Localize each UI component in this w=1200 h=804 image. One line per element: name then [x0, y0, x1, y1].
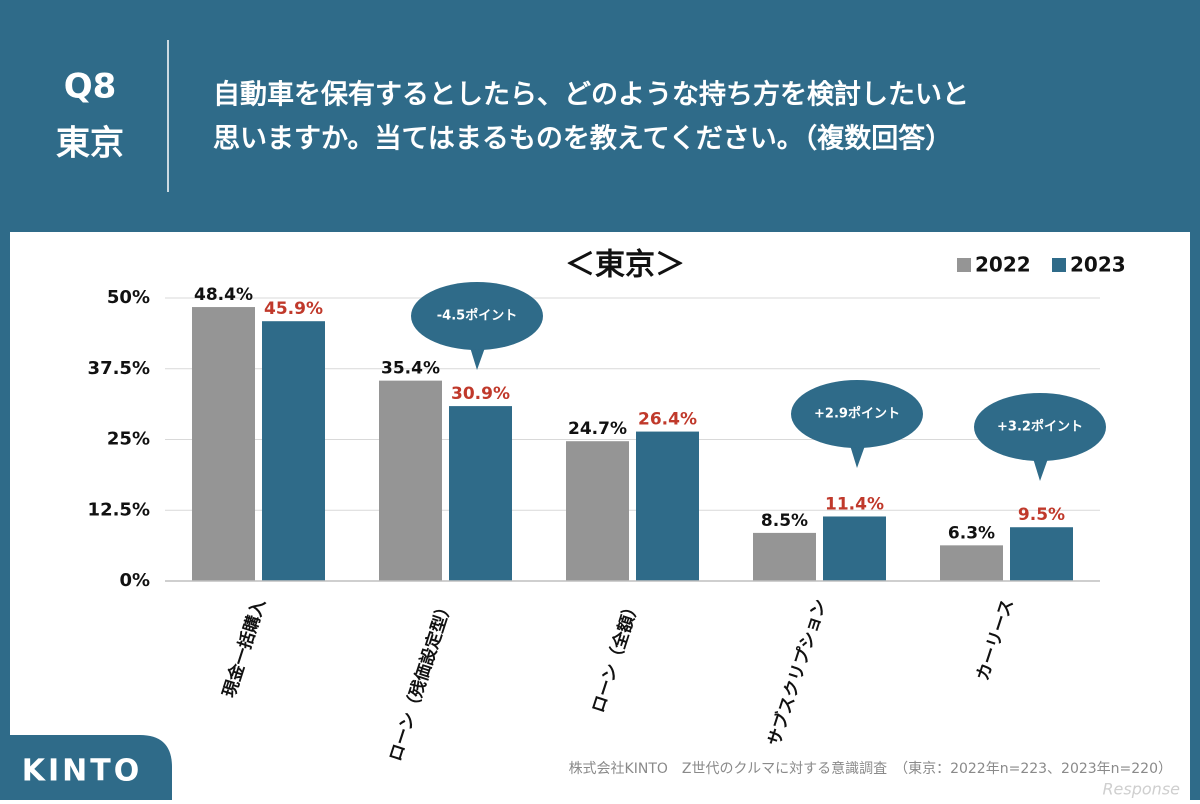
- value-label: 45.9%: [264, 299, 323, 319]
- y-tick-label: 12.5%: [88, 499, 150, 520]
- annotation-bubble: [411, 282, 543, 350]
- logo: KINTO: [22, 754, 142, 789]
- value-label: 48.4%: [194, 285, 253, 305]
- bar: [449, 406, 512, 581]
- y-tick-label: 25%: [107, 429, 150, 450]
- bar: [753, 532, 816, 581]
- value-label: 35.4%: [381, 359, 440, 379]
- value-label: 9.5%: [1018, 505, 1065, 525]
- value-label: 6.3%: [948, 523, 995, 543]
- y-tick-label: 37.5%: [88, 358, 150, 379]
- legend-label: 2022: [975, 253, 1031, 277]
- bar: [192, 307, 255, 581]
- logo-tab: [0, 735, 172, 800]
- chart-title: ＜東京＞: [565, 248, 685, 283]
- annotation-text: +3.2ポイント: [997, 419, 1083, 435]
- value-label: 30.9%: [451, 384, 510, 404]
- value-label: 11.4%: [825, 494, 884, 514]
- legend-swatch: [1052, 258, 1066, 272]
- value-label: 26.4%: [638, 410, 697, 430]
- annotation-text: -4.5ポイント: [437, 308, 517, 324]
- y-tick-label: 0%: [119, 570, 150, 591]
- annotation-bubble: [791, 380, 923, 448]
- bar: [940, 545, 1003, 581]
- legend-swatch: [957, 258, 971, 272]
- y-tick-label: 50%: [107, 287, 150, 308]
- bar: [566, 441, 629, 581]
- value-label: 24.7%: [568, 419, 627, 439]
- question-number: Q8: [64, 67, 117, 107]
- bar: [636, 431, 699, 581]
- bar: [379, 380, 442, 581]
- bar: [262, 321, 325, 581]
- annotation-bubble: [974, 393, 1106, 461]
- source-note: 株式会社KINTO Z世代のクルマに対する意識調査 （東京：2022年n=223…: [569, 760, 1172, 777]
- annotation-text: +2.9ポイント: [814, 406, 900, 422]
- value-label: 8.5%: [761, 511, 808, 531]
- region: 東京: [56, 124, 124, 164]
- watermark: Response: [1102, 780, 1180, 799]
- legend-label: 2023: [1070, 253, 1126, 277]
- question-text: 思いますか。当てはまるものを教えてください。（複数回答）: [213, 123, 952, 155]
- bar: [823, 516, 886, 581]
- question-text: 自動車を保有するとしたら、どのような持ち方を検討したいと: [213, 79, 969, 111]
- bar: [1010, 527, 1073, 581]
